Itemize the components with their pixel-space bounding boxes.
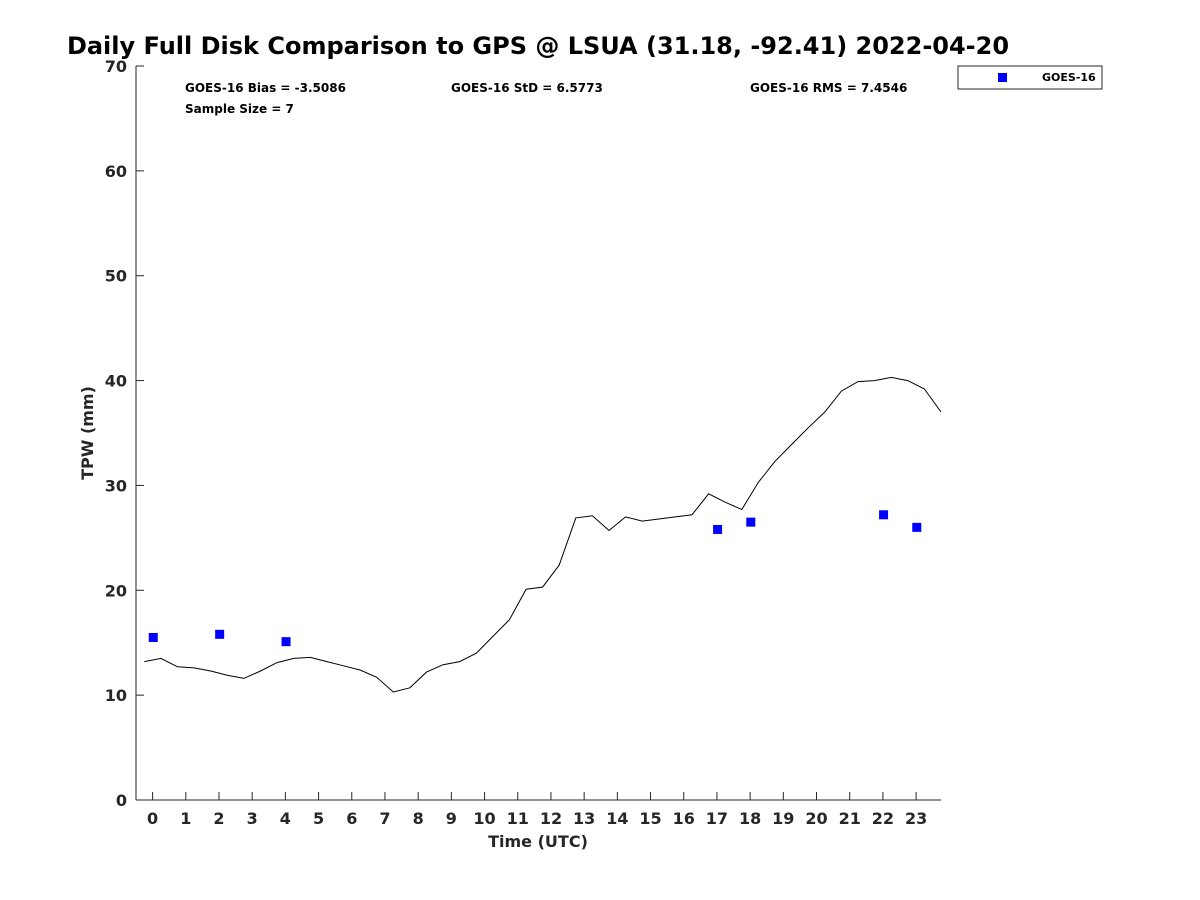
x-tick-label: 20 — [805, 809, 827, 828]
data-point-goes16 — [281, 637, 291, 647]
data-point-goes16 — [148, 632, 158, 642]
gps-line-series — [144, 376, 942, 693]
y-tick-label: 50 — [105, 267, 127, 286]
gps-line-path — [144, 376, 942, 693]
goes16-scatter-series — [148, 510, 922, 647]
x-tick-label: 10 — [473, 809, 495, 828]
x-tick-label: 5 — [313, 809, 324, 828]
chart-title: Daily Full Disk Comparison to GPS @ LSUA… — [67, 32, 1009, 60]
sample-size-stat: Sample Size = 7 — [185, 102, 294, 116]
x-tick-label: 15 — [639, 809, 661, 828]
axes — [135, 66, 941, 801]
data-point-goes16 — [215, 629, 225, 639]
x-tick-label: 21 — [839, 809, 861, 828]
y-tick-label: 0 — [116, 791, 127, 810]
y-tick-label: 40 — [105, 372, 127, 391]
x-axis-label: Time (UTC) — [488, 832, 588, 851]
x-tick-label: 1 — [180, 809, 191, 828]
bias-stat: GOES-16 Bias = -3.5086 — [185, 81, 346, 95]
x-tick-label: 8 — [413, 809, 424, 828]
std-stat: GOES-16 StD = 6.5773 — [451, 81, 603, 95]
x-tick-label: 18 — [739, 809, 761, 828]
x-axis-ticks: 0 1 2 3 4 5 6 7 8 9 10 11 12 13 14 15 16 17 18 19 20 21 22 23 — [147, 792, 927, 828]
legend: GOES-16 — [957, 65, 1103, 90]
legend-marker-goes16 — [998, 73, 1007, 82]
x-tick-label: 12 — [540, 809, 562, 828]
x-tick-label: 23 — [905, 809, 927, 828]
legend-box — [957, 65, 1103, 90]
x-tick-label: 13 — [573, 809, 595, 828]
y-tick-label: 10 — [105, 686, 127, 705]
data-point-goes16 — [713, 524, 723, 534]
y-tick-label: 30 — [105, 476, 127, 495]
data-point-goes16 — [912, 522, 922, 532]
x-tick-label: 3 — [247, 809, 258, 828]
x-tick-label: 19 — [772, 809, 794, 828]
y-axis-ticks: 0 10 20 30 40 50 60 70 — [105, 57, 144, 810]
data-point-goes16 — [746, 517, 756, 527]
x-tick-label: 16 — [673, 809, 695, 828]
y-tick-label: 20 — [105, 581, 127, 600]
x-tick-label: 6 — [346, 809, 357, 828]
x-tick-label: 14 — [606, 809, 628, 828]
x-tick-label: 11 — [507, 809, 529, 828]
x-tick-label: 0 — [147, 809, 158, 828]
x-tick-label: 9 — [446, 809, 457, 828]
legend-label-goes16: GOES-16 — [1042, 71, 1096, 84]
data-point-goes16 — [879, 510, 889, 520]
x-tick-label: 2 — [213, 809, 224, 828]
y-axis-label: TPW (mm) — [78, 386, 97, 480]
x-tick-label: 7 — [379, 809, 390, 828]
y-tick-label: 60 — [105, 162, 127, 181]
x-tick-label: 17 — [706, 809, 728, 828]
x-tick-label: 4 — [280, 809, 291, 828]
y-tick-label: 70 — [105, 57, 127, 76]
x-tick-label: 22 — [872, 809, 894, 828]
rms-stat: GOES-16 RMS = 7.4546 — [750, 81, 907, 95]
